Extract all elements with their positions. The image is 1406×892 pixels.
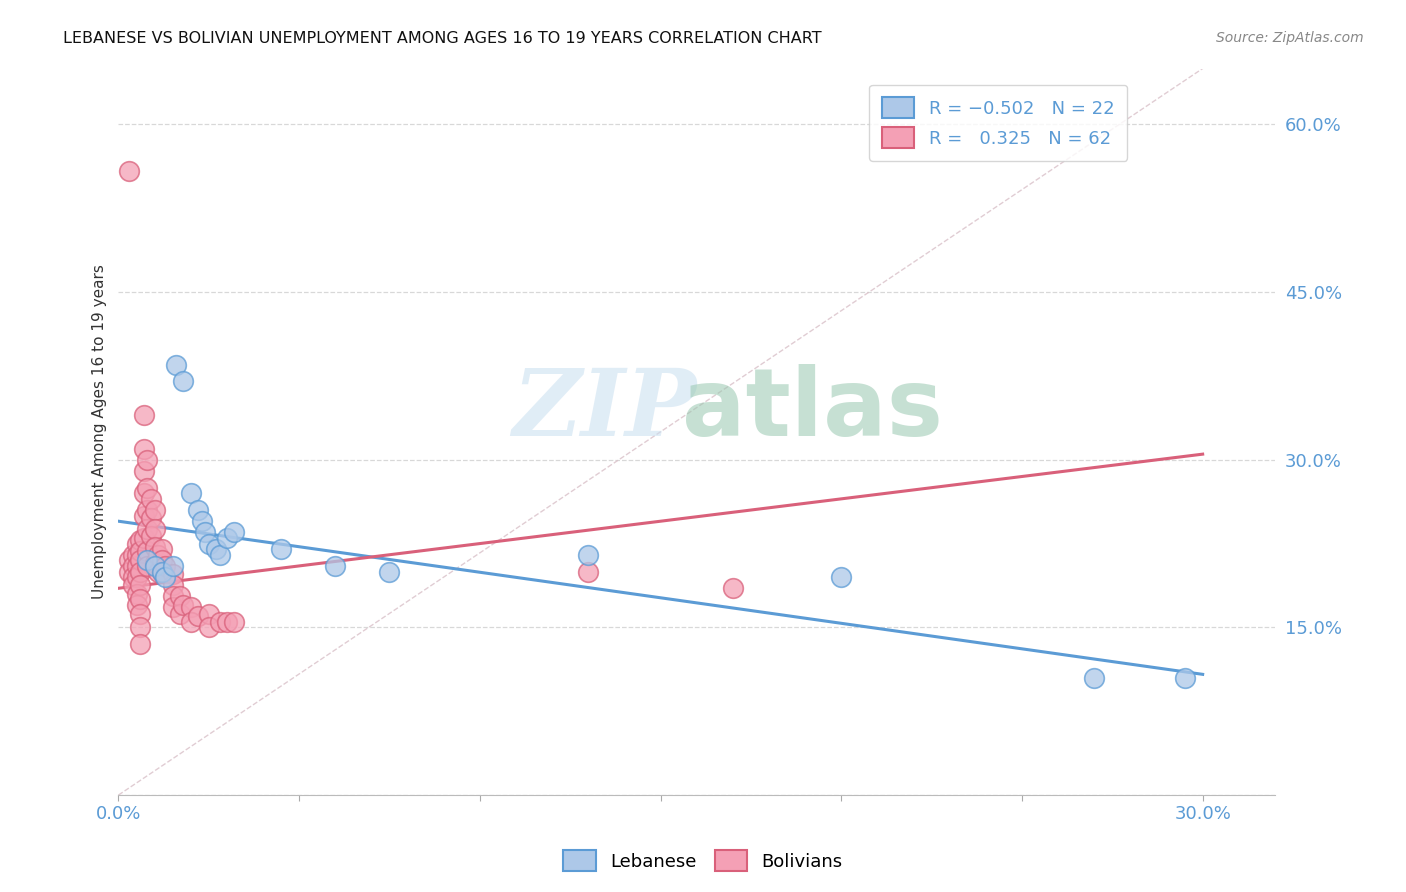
Point — [118, 553, 141, 567]
Point — [143, 556, 166, 570]
Point — [122, 570, 145, 584]
Point — [1083, 671, 1105, 685]
Point — [198, 607, 221, 621]
Point — [122, 548, 145, 562]
Point — [118, 565, 141, 579]
Point — [830, 570, 852, 584]
Point — [180, 486, 202, 500]
Point — [132, 508, 155, 523]
Point — [125, 548, 148, 562]
Point — [136, 522, 159, 536]
Point — [190, 514, 212, 528]
Point — [150, 542, 173, 557]
Point — [173, 375, 195, 389]
Point — [162, 578, 184, 592]
Point — [150, 565, 173, 579]
Point — [125, 570, 148, 584]
Point — [222, 525, 245, 540]
Point — [139, 511, 162, 525]
Point — [323, 558, 346, 573]
Point — [173, 598, 195, 612]
Point — [270, 542, 292, 557]
Point — [143, 558, 166, 573]
Point — [215, 615, 238, 629]
Point — [162, 600, 184, 615]
Point — [162, 566, 184, 581]
Point — [162, 558, 184, 573]
Point — [136, 544, 159, 558]
Text: Source: ZipAtlas.com: Source: ZipAtlas.com — [1216, 31, 1364, 45]
Point — [148, 565, 170, 579]
Point — [132, 464, 155, 478]
Point — [205, 542, 228, 557]
Point — [180, 615, 202, 629]
Point — [576, 565, 599, 579]
Point — [208, 615, 231, 629]
Point — [198, 536, 221, 550]
Point — [136, 452, 159, 467]
Point — [155, 558, 177, 573]
Point — [129, 637, 152, 651]
Point — [125, 598, 148, 612]
Point — [150, 553, 173, 567]
Point — [198, 620, 221, 634]
Point — [129, 607, 152, 621]
Point — [139, 529, 162, 543]
Point — [143, 522, 166, 536]
Point — [122, 558, 145, 573]
Point — [129, 533, 152, 548]
Point — [187, 503, 209, 517]
Point — [125, 536, 148, 550]
Legend: R = −0.502   N = 22, R =   0.325   N = 62: R = −0.502 N = 22, R = 0.325 N = 62 — [869, 85, 1128, 161]
Point — [125, 558, 148, 573]
Point — [180, 600, 202, 615]
Text: atlas: atlas — [682, 364, 943, 456]
Point — [132, 442, 155, 456]
Point — [194, 525, 217, 540]
Point — [215, 531, 238, 545]
Point — [143, 503, 166, 517]
Point — [139, 491, 162, 506]
Point — [129, 620, 152, 634]
Point — [208, 548, 231, 562]
Point — [155, 570, 177, 584]
Point — [150, 565, 173, 579]
Point — [187, 609, 209, 624]
Point — [143, 540, 166, 554]
Legend: Lebanese, Bolivians: Lebanese, Bolivians — [555, 843, 851, 879]
Point — [132, 408, 155, 422]
Text: LEBANESE VS BOLIVIAN UNEMPLOYMENT AMONG AGES 16 TO 19 YEARS CORRELATION CHART: LEBANESE VS BOLIVIAN UNEMPLOYMENT AMONG … — [63, 31, 823, 46]
Point — [129, 578, 152, 592]
Point — [148, 548, 170, 562]
Point — [136, 553, 159, 567]
Point — [129, 544, 152, 558]
Point — [165, 358, 187, 372]
Point — [118, 164, 141, 178]
Point — [162, 589, 184, 603]
Point — [136, 481, 159, 495]
Point — [132, 531, 155, 545]
Point — [129, 553, 152, 567]
Point — [169, 589, 191, 603]
Point — [129, 592, 152, 607]
Point — [1174, 671, 1197, 685]
Point — [136, 503, 159, 517]
Point — [378, 565, 401, 579]
Point — [125, 587, 148, 601]
Point — [169, 607, 191, 621]
Point — [122, 578, 145, 592]
Point — [136, 558, 159, 573]
Point — [576, 548, 599, 562]
Y-axis label: Unemployment Among Ages 16 to 19 years: Unemployment Among Ages 16 to 19 years — [93, 264, 107, 599]
Point — [132, 486, 155, 500]
Point — [721, 582, 744, 596]
Point — [129, 565, 152, 579]
Point — [222, 615, 245, 629]
Text: ZIP: ZIP — [512, 365, 696, 455]
